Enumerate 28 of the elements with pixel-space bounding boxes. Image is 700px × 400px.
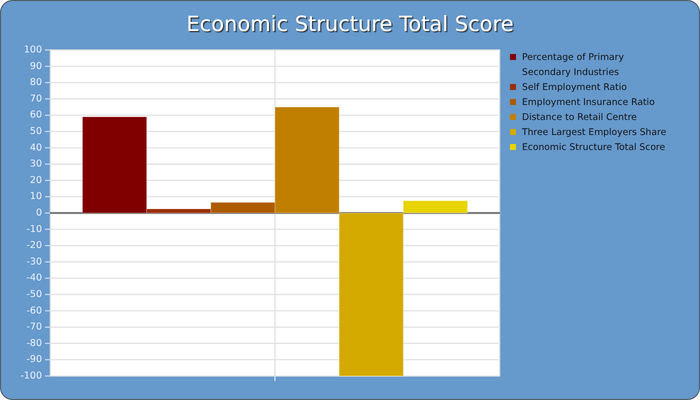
y-tick-label: 80: [30, 77, 42, 88]
y-tick-label: 90: [30, 60, 42, 72]
y-tick-label: -80: [26, 338, 42, 349]
y-tick-label: -20: [26, 240, 42, 252]
legend-label: Distance to Retail Centre: [522, 112, 638, 122]
y-tick-label: 50: [30, 126, 42, 137]
y-tick-label: -60: [26, 305, 42, 316]
chart-title: Economic Structure Total Score: [186, 12, 514, 36]
y-tick-label: 100: [24, 44, 42, 56]
legend-label: Employment Insurance Ratio: [522, 96, 656, 108]
y-tick-label: -40: [26, 272, 42, 284]
y-tick-label: -90: [26, 354, 42, 366]
y-tick-label: 20: [30, 174, 42, 186]
y-tick-label: 30: [30, 158, 42, 170]
y-tick-label: -50: [26, 289, 42, 300]
y-tick-label: 0: [36, 208, 42, 218]
legend-label: Percentage of Primary Secondary Industries: [522, 52, 624, 78]
y-tick-label: 10: [30, 191, 42, 202]
y-tick-label: 40: [30, 142, 42, 154]
y-tick-label: -70: [26, 322, 42, 333]
y-tick-label: -100: [20, 370, 42, 382]
legend-label: Economic Structure Total Score: [522, 142, 666, 152]
y-tick-label: 70: [30, 93, 42, 104]
y-tick-label: -10: [26, 224, 42, 235]
legend-label: Three Largest Employers Share: [521, 126, 667, 138]
y-tick-label: -30: [26, 256, 42, 268]
legend-label: Self Employment Ratio: [522, 82, 628, 92]
y-tick-label: 60: [30, 110, 42, 121]
